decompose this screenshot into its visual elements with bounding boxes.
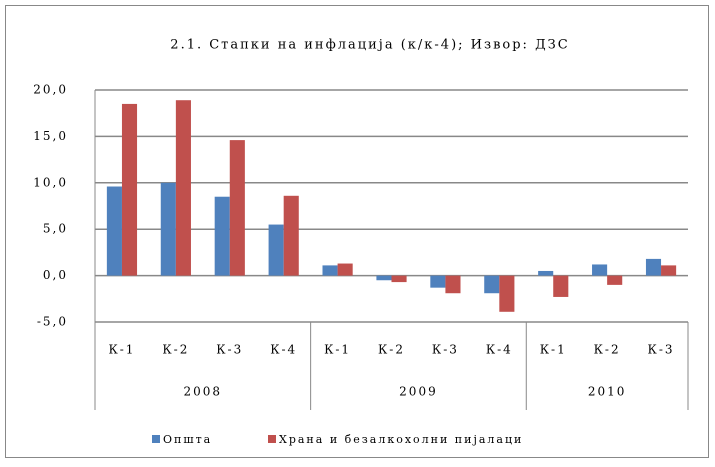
bar: [607, 275, 623, 285]
x-tick-label: К-4: [486, 343, 513, 357]
x-tick-label: К-2: [162, 343, 189, 357]
bar: [661, 265, 677, 276]
x-tick-label: К-2: [378, 343, 405, 357]
x-tick-label: К-3: [216, 343, 243, 357]
bar: [214, 196, 230, 276]
bar: [376, 275, 392, 281]
x-tick-label: К-1: [324, 343, 351, 357]
bar: [322, 265, 338, 276]
legend-label: Храна и безалкохолни пијалаци: [279, 433, 523, 446]
x-tick-label: К-3: [432, 343, 459, 357]
group-label: 2009: [399, 385, 438, 399]
legend-label: Општа: [163, 433, 212, 446]
group-label: 2010: [588, 385, 627, 399]
bar: [553, 275, 569, 297]
y-tick-label: 0,0: [43, 268, 68, 282]
bar: [538, 270, 554, 276]
legend-swatch: [268, 435, 276, 443]
x-tick-label: К-1: [108, 343, 135, 357]
bar: [268, 224, 284, 276]
bar: [645, 258, 662, 276]
group-label: 2008: [184, 385, 223, 399]
bar: [592, 264, 608, 276]
bar: [337, 263, 353, 276]
x-tick-label: К-3: [648, 343, 675, 357]
y-tick-label: 20,0: [33, 83, 68, 97]
x-tick-label: К-4: [270, 343, 297, 357]
bar: [283, 195, 299, 276]
y-tick-label: 10,0: [33, 175, 68, 189]
bar: [160, 182, 176, 276]
bar: [484, 275, 500, 294]
bar: [430, 275, 446, 288]
y-tick-label: -5,0: [37, 315, 68, 329]
legend-swatch: [152, 435, 160, 443]
bar: [175, 100, 191, 276]
y-tick-label: 15,0: [33, 129, 68, 143]
x-tick-label: К-2: [594, 343, 621, 357]
y-tick-label: 5,0: [43, 222, 68, 236]
bar: [229, 140, 245, 276]
bar: [106, 186, 122, 276]
bar: [499, 275, 515, 312]
chart-title: 2.1. Стапки на инфлација (к/к-4); Извор:…: [170, 38, 569, 53]
bar: [121, 103, 138, 276]
bar: [391, 275, 407, 283]
bar: [445, 275, 461, 294]
x-tick-label: К-1: [540, 343, 567, 357]
